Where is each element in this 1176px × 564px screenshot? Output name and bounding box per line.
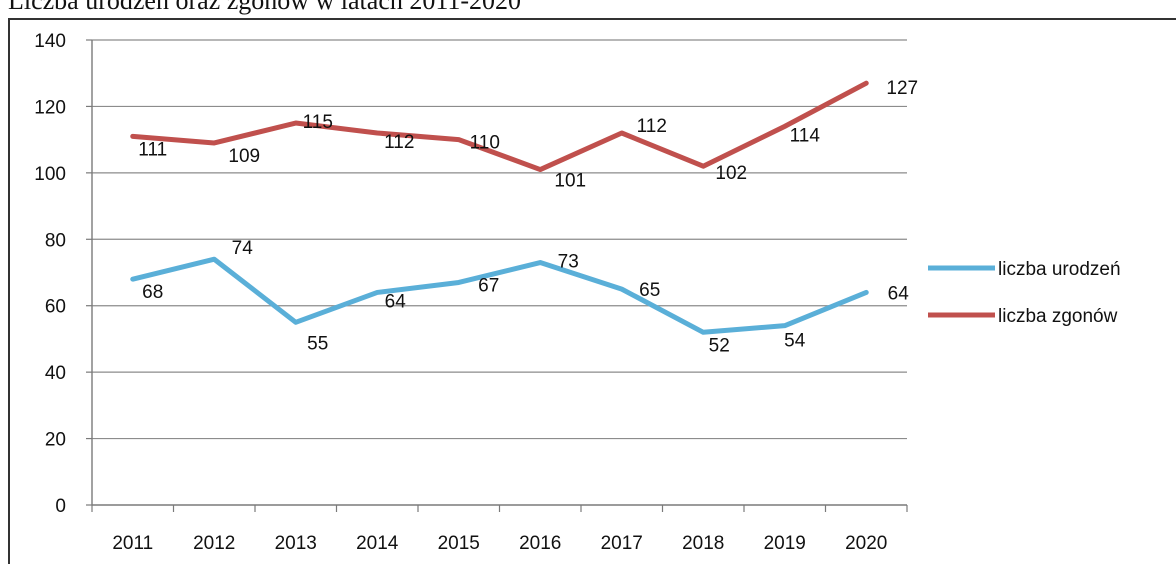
data-label: 114 <box>790 125 821 146</box>
y-tick-label: 80 <box>45 230 66 251</box>
data-label: 127 <box>886 78 918 99</box>
x-tick-label: 2019 <box>764 533 806 554</box>
data-label: 64 <box>888 283 910 304</box>
y-tick-label: 20 <box>45 430 66 451</box>
x-tick-label: 2015 <box>438 533 480 554</box>
legend-label: liczba zgonów <box>998 306 1118 327</box>
y-tick-label: 120 <box>34 97 66 118</box>
data-label: 65 <box>639 280 660 301</box>
x-tick-label: 2012 <box>193 533 235 554</box>
data-label: 102 <box>715 163 747 184</box>
y-tick-label: 100 <box>34 164 66 185</box>
chart-title: Liczba urodzeń oraz zgonów w latach 2011… <box>8 0 522 15</box>
data-label: 115 <box>303 112 333 133</box>
y-tick-label: 140 <box>34 31 66 52</box>
y-tick-label: 60 <box>45 297 66 318</box>
series-line <box>130 256 869 335</box>
legend: liczba urodzeń liczba zgonów <box>928 259 1121 327</box>
data-labels: 68 74 55 64 67 73 65 52 54 64 111 109 115 112 110 101 11… <box>138 78 918 356</box>
x-tick-label: 2016 <box>519 533 561 554</box>
series-line <box>130 80 869 173</box>
data-label: 54 <box>784 331 806 352</box>
data-label: 109 <box>228 146 260 167</box>
data-label: 112 <box>384 132 414 153</box>
data-label: 67 <box>478 275 499 296</box>
y-tick-label: 40 <box>45 363 66 384</box>
data-label: 52 <box>709 335 730 356</box>
x-tick-label: 2014 <box>356 533 399 554</box>
y-tick-label: 0 <box>55 496 66 517</box>
gridlines <box>92 39 907 506</box>
data-label: 68 <box>142 282 163 303</box>
legend-label: liczba urodzeń <box>998 259 1121 280</box>
x-tick-label: 2018 <box>682 533 724 554</box>
data-label: 111 <box>138 139 167 160</box>
x-tick-label: 2017 <box>601 533 643 554</box>
data-label: 55 <box>307 333 328 354</box>
data-label: 64 <box>385 291 407 312</box>
data-label: 73 <box>558 252 579 273</box>
data-label: 101 <box>554 171 586 192</box>
x-tick-label: 2013 <box>275 533 317 554</box>
series-lines <box>130 80 869 335</box>
x-tick-label: 2011 <box>112 533 153 554</box>
axes: 0 20 40 60 80 100 120 140 2011 2012 2013 2014 2015 20… <box>34 31 908 554</box>
chart-frame <box>8 18 1176 564</box>
data-label: 112 <box>637 116 667 137</box>
data-label: 110 <box>470 133 500 154</box>
x-tick-label: 2020 <box>845 533 887 554</box>
data-label: 74 <box>232 238 254 259</box>
